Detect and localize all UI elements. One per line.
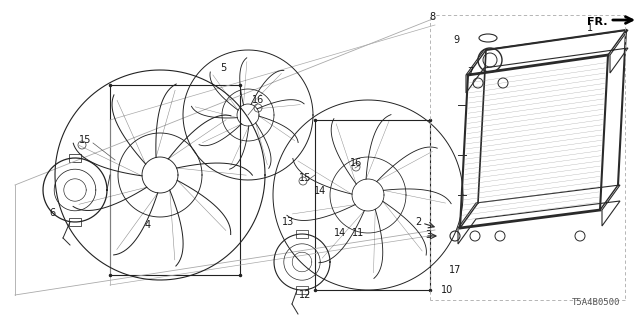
Text: 14: 14 (334, 228, 346, 238)
Bar (296, 230, 308, 238)
Text: 13: 13 (282, 217, 294, 227)
Text: 10: 10 (441, 285, 453, 295)
Text: FR.: FR. (588, 17, 608, 27)
Text: 4: 4 (145, 220, 151, 230)
Bar (296, 286, 308, 294)
Text: 9: 9 (453, 35, 459, 45)
Text: 2: 2 (415, 217, 421, 227)
Text: 16: 16 (350, 158, 362, 168)
Bar (315, 120, 430, 290)
Text: 8: 8 (429, 12, 435, 22)
Text: 7: 7 (467, 67, 473, 77)
Text: 5: 5 (220, 63, 226, 73)
Text: 12: 12 (299, 290, 311, 300)
Text: 16: 16 (252, 95, 264, 105)
Text: 17: 17 (449, 265, 461, 275)
Bar (110, 85, 240, 275)
Text: 15: 15 (79, 135, 91, 145)
Bar (69, 218, 81, 226)
Text: 3: 3 (425, 230, 431, 240)
Text: 6: 6 (49, 208, 55, 218)
Bar (69, 154, 81, 162)
Text: 1: 1 (587, 23, 593, 33)
Text: 11: 11 (352, 228, 364, 238)
Text: 15: 15 (299, 173, 311, 183)
Text: 14: 14 (314, 186, 326, 196)
Text: T5A4B0500: T5A4B0500 (572, 298, 620, 307)
